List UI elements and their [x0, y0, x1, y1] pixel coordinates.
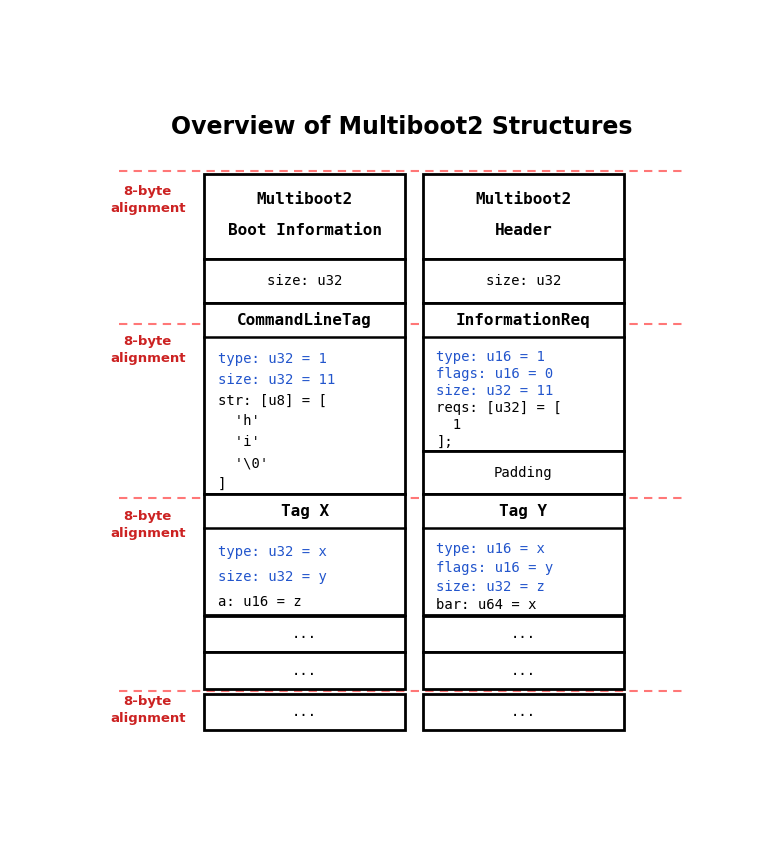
Text: type: u32 = 1: type: u32 = 1 — [218, 352, 327, 365]
Text: size: u32 = 11: size: u32 = 11 — [218, 372, 335, 387]
Text: 'i': 'i' — [218, 436, 260, 449]
Text: Tag X: Tag X — [281, 504, 328, 519]
Text: ...: ... — [510, 627, 536, 641]
Text: 8-byte
alignment: 8-byte alignment — [110, 510, 186, 540]
Text: size: u32 = z: size: u32 = z — [437, 580, 546, 593]
Text: 1: 1 — [437, 419, 462, 432]
Text: ]: ] — [218, 477, 226, 491]
FancyBboxPatch shape — [205, 174, 405, 258]
Text: ...: ... — [292, 627, 318, 641]
Text: ];: ]; — [437, 436, 453, 449]
Text: size: u32 = 11: size: u32 = 11 — [437, 384, 554, 398]
Text: str: [u8] = [: str: [u8] = [ — [218, 393, 327, 408]
Text: ...: ... — [292, 706, 318, 719]
FancyBboxPatch shape — [423, 495, 623, 614]
Text: ...: ... — [510, 663, 536, 678]
Text: size: u32: size: u32 — [485, 273, 561, 288]
FancyBboxPatch shape — [423, 694, 623, 730]
Text: type: u16 = 1: type: u16 = 1 — [437, 349, 546, 364]
Text: Header: Header — [495, 223, 552, 238]
Text: CommandLineTag: CommandLineTag — [238, 311, 372, 327]
FancyBboxPatch shape — [205, 652, 405, 689]
Text: '\0': '\0' — [218, 456, 268, 470]
FancyBboxPatch shape — [205, 694, 405, 730]
Text: InformationReq: InformationReq — [456, 311, 590, 327]
Text: 8-byte
alignment: 8-byte alignment — [110, 334, 186, 365]
FancyBboxPatch shape — [423, 303, 623, 451]
FancyBboxPatch shape — [205, 495, 405, 614]
FancyBboxPatch shape — [423, 174, 623, 258]
Text: Multiboot2: Multiboot2 — [256, 192, 353, 207]
Text: 8-byte
alignment: 8-byte alignment — [110, 185, 186, 215]
Text: Tag Y: Tag Y — [499, 504, 547, 519]
FancyBboxPatch shape — [423, 258, 623, 303]
Text: bar: u64 = x: bar: u64 = x — [437, 598, 537, 613]
Text: reqs: [u32] = [: reqs: [u32] = [ — [437, 401, 562, 415]
Text: Overview of Multiboot2 Structures: Overview of Multiboot2 Structures — [171, 116, 633, 139]
FancyBboxPatch shape — [423, 451, 623, 495]
Text: size: u32: size: u32 — [267, 273, 343, 288]
Text: type: u16 = x: type: u16 = x — [437, 543, 546, 556]
Text: type: u32 = x: type: u32 = x — [218, 545, 327, 560]
FancyBboxPatch shape — [423, 616, 623, 652]
Text: a: u16 = z: a: u16 = z — [218, 595, 301, 609]
FancyBboxPatch shape — [205, 303, 405, 495]
FancyBboxPatch shape — [423, 652, 623, 689]
Text: flags: u16 = y: flags: u16 = y — [437, 561, 554, 575]
Text: Multiboot2: Multiboot2 — [475, 192, 572, 207]
Text: Boot Information: Boot Information — [227, 223, 382, 238]
Text: flags: u16 = 0: flags: u16 = 0 — [437, 367, 554, 381]
Text: 'h': 'h' — [218, 414, 260, 429]
Text: ...: ... — [292, 663, 318, 678]
Text: Padding: Padding — [494, 466, 553, 479]
FancyBboxPatch shape — [205, 258, 405, 303]
Text: 8-byte
alignment: 8-byte alignment — [110, 695, 186, 725]
FancyBboxPatch shape — [205, 616, 405, 652]
Text: size: u32 = y: size: u32 = y — [218, 571, 327, 584]
Text: ...: ... — [510, 706, 536, 719]
